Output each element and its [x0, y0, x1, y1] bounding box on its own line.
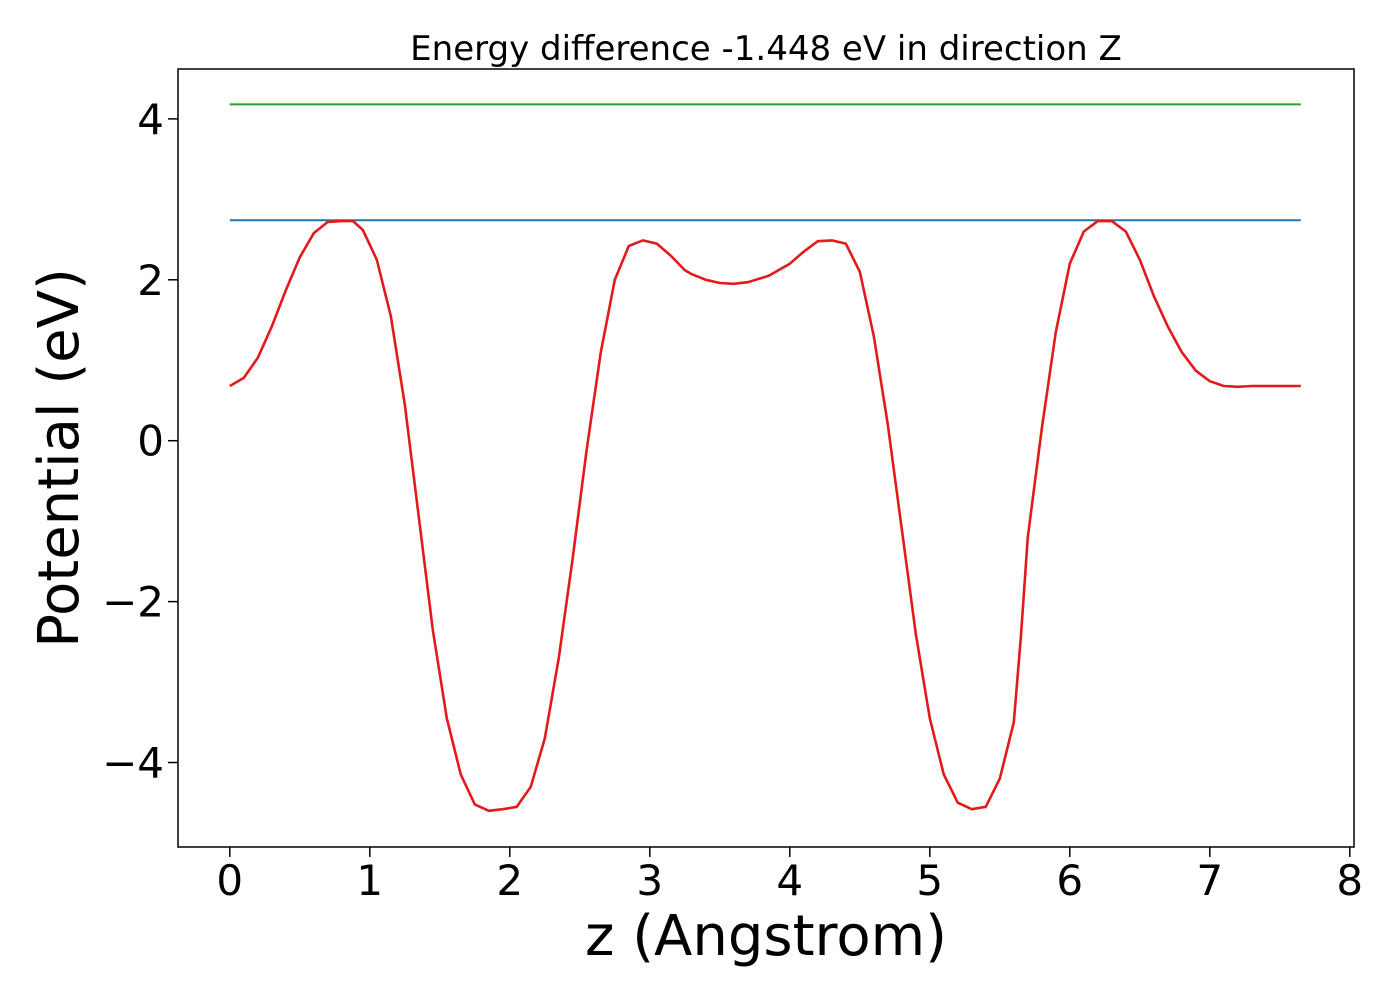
y-tick-label: 4: [137, 95, 164, 144]
y-axis-label: Potential (eV): [27, 268, 92, 648]
chart-title: Energy difference -1.448 eV in direction…: [410, 29, 1122, 69]
y-tick-label: −2: [102, 578, 164, 627]
y-tick-label: −4: [102, 739, 164, 788]
x-tick-label: 7: [1196, 856, 1223, 905]
x-tick-label: 8: [1336, 856, 1363, 905]
y-tick-label: 0: [137, 417, 164, 466]
x-tick-label: 3: [636, 856, 663, 905]
x-axis-label: z (Angstrom): [585, 904, 947, 969]
x-tick-label: 2: [496, 856, 523, 905]
x-axis: 0 1 2 3 4 5 6 7 8: [216, 847, 1363, 905]
y-axis: 4 2 0 −2 −4: [102, 95, 178, 788]
x-tick-label: 5: [916, 856, 943, 905]
x-tick-label: 6: [1056, 856, 1083, 905]
series-line-2: [229, 219, 1301, 813]
y-tick-label: 2: [137, 256, 164, 305]
plot-frame: [177, 68, 1355, 848]
x-tick-label: 1: [356, 856, 383, 905]
plot-area: [229, 103, 1301, 813]
x-tick-label: 4: [776, 856, 803, 905]
series-layer: [229, 103, 1301, 813]
x-tick-label: 0: [216, 856, 243, 905]
